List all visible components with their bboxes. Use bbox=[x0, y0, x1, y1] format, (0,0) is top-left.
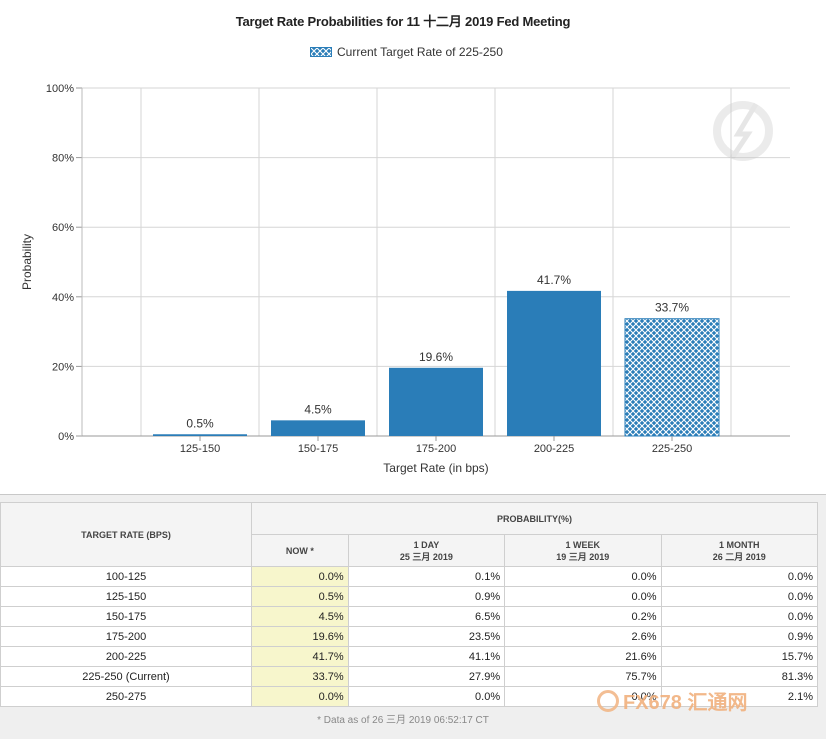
bar-data-label: 41.7% bbox=[537, 273, 571, 287]
one-week-cell: 0.0% bbox=[504, 586, 662, 607]
one-day-cell: 23.5% bbox=[347, 626, 506, 647]
table-row: 200-225 41.7% 41.1% 21.6% 15.7% bbox=[0, 646, 819, 667]
rate-cell: 100-125 bbox=[0, 566, 252, 587]
now-cell: 33.7% bbox=[251, 666, 349, 687]
x-tick-label: 125-150 bbox=[180, 443, 220, 455]
header-probability: PROBABILITY(%) bbox=[251, 502, 818, 535]
y-tick-label: 0% bbox=[58, 431, 74, 443]
rate-cell: 150-175 bbox=[0, 606, 252, 627]
x-tick-label: 225-250 bbox=[652, 443, 692, 455]
header-now: NOW * bbox=[251, 534, 349, 567]
bar-150-175[interactable] bbox=[271, 420, 365, 436]
now-cell: 4.5% bbox=[251, 606, 349, 627]
bar-200-225[interactable] bbox=[507, 290, 601, 436]
rate-cell: 175-200 bbox=[0, 626, 252, 647]
y-tick-label: 60% bbox=[52, 222, 74, 234]
one-month-cell: 0.9% bbox=[660, 626, 819, 647]
data-timestamp-footnote: * Data as of 26 三月 2019 06:52:17 CT bbox=[317, 715, 489, 726]
x-tick-label: 200-225 bbox=[534, 443, 574, 455]
now-cell: 19.6% bbox=[251, 626, 349, 647]
bar-225-250[interactable] bbox=[624, 318, 720, 437]
bar-data-label: 0.5% bbox=[186, 416, 214, 430]
probability-table-panel: TARGET RATE (BPS) PROBABILITY(%) NOW * 1… bbox=[0, 494, 826, 739]
header-1week-date: 19 三月 2019 bbox=[556, 551, 610, 562]
y-axis-title: Probability bbox=[20, 234, 34, 290]
legend-swatch bbox=[310, 47, 332, 57]
chart-title: Target Rate Probabilities for 11 十二月 201… bbox=[235, 14, 571, 29]
legend-label: Current Target Rate of 225-250 bbox=[337, 45, 503, 59]
one-day-cell: 41.1% bbox=[347, 646, 506, 667]
one-month-cell: 0.0% bbox=[660, 606, 819, 627]
rate-cell: 225-250 (Current) bbox=[0, 666, 252, 687]
now-cell: 0.0% bbox=[251, 566, 349, 587]
table-row: 175-200 19.6% 23.5% 2.6% 0.9% bbox=[0, 626, 819, 647]
x-tick-label: 175-200 bbox=[416, 443, 456, 455]
y-tick-label: 80% bbox=[52, 153, 74, 165]
bar-175-200[interactable] bbox=[389, 367, 483, 436]
one-day-cell: 0.9% bbox=[347, 586, 506, 607]
now-cell: 41.7% bbox=[251, 646, 349, 667]
table-row: 225-250 (Current) 33.7% 27.9% 75.7% 81.3% bbox=[0, 666, 819, 687]
header-target-rate: TARGET RATE (BPS) bbox=[0, 502, 252, 567]
one-week-cell: 0.0% bbox=[504, 566, 662, 587]
one-month-cell: 0.0% bbox=[660, 586, 819, 607]
y-tick-label: 20% bbox=[52, 361, 74, 373]
header-1day: 1 DAY 25 三月 2019 bbox=[347, 534, 506, 567]
watermark-q-icon bbox=[713, 101, 773, 161]
header-1month-label: 1 MONTH bbox=[719, 539, 760, 550]
rate-cell: 250-275 bbox=[0, 686, 252, 707]
bar-125-150[interactable] bbox=[153, 434, 247, 436]
header-1month: 1 MONTH 26 二月 2019 bbox=[660, 534, 819, 567]
bar-chart: 0% 20% 40% 60% 80% 100% 0.5% 125-150 4.5% 150-17… bbox=[20, 83, 790, 475]
bar-data-label: 4.5% bbox=[304, 402, 332, 416]
now-cell: 0.0% bbox=[251, 686, 349, 707]
header-1week: 1 WEEK 19 三月 2019 bbox=[504, 534, 662, 567]
y-tick-label: 40% bbox=[52, 292, 74, 304]
table-row: 125-150 0.5% 0.9% 0.0% 0.0% bbox=[0, 586, 819, 607]
watermark-logo: FX678 汇通网 bbox=[597, 686, 747, 715]
one-week-cell: 2.6% bbox=[504, 626, 662, 647]
one-week-cell: 21.6% bbox=[504, 646, 662, 667]
chart-panel: Target Rate Probabilities for 11 十二月 201… bbox=[20, 14, 790, 475]
rate-cell: 125-150 bbox=[0, 586, 252, 607]
one-week-cell: 75.7% bbox=[504, 666, 662, 687]
one-month-cell: 15.7% bbox=[660, 646, 819, 667]
x-axis-title: Target Rate (in bps) bbox=[383, 461, 488, 475]
header-1week-label: 1 WEEK bbox=[565, 539, 601, 550]
table-row: 100-125 0.0% 0.1% 0.0% 0.0% bbox=[0, 566, 819, 587]
rate-cell: 200-225 bbox=[0, 646, 252, 667]
table-row: 150-175 4.5% 6.5% 0.2% 0.0% bbox=[0, 606, 819, 627]
bar-data-label: 19.6% bbox=[419, 350, 453, 364]
one-day-cell: 0.0% bbox=[347, 686, 506, 707]
watermark-text: FX678 汇通网 bbox=[623, 692, 748, 714]
header-1day-label: 1 DAY bbox=[413, 539, 440, 550]
watermark-circle-icon bbox=[597, 689, 619, 712]
one-day-cell: 0.1% bbox=[347, 566, 506, 587]
probability-table: TARGET RATE (BPS) PROBABILITY(%) NOW * 1… bbox=[0, 502, 819, 707]
x-tick-label: 150-175 bbox=[298, 443, 338, 455]
bar-data-label: 33.7% bbox=[655, 301, 689, 315]
one-week-cell: 0.0% bbox=[504, 686, 662, 707]
header-1day-date: 25 三月 2019 bbox=[399, 551, 453, 562]
table-row: 250-275 0.0% 0.0% 0.0% 2.1% bbox=[0, 686, 819, 707]
chart-legend[interactable]: Current Target Rate of 225-250 bbox=[310, 45, 503, 59]
one-month-cell: 2.1% bbox=[660, 686, 819, 707]
one-day-cell: 27.9% bbox=[347, 666, 506, 687]
one-month-cell: 0.0% bbox=[660, 566, 819, 587]
y-tick-label: 100% bbox=[46, 83, 74, 95]
header-1month-date: 26 二月 2019 bbox=[712, 551, 766, 562]
one-month-cell: 81.3% bbox=[660, 666, 819, 687]
now-cell: 0.5% bbox=[251, 586, 349, 607]
one-week-cell: 0.2% bbox=[504, 606, 662, 627]
one-day-cell: 6.5% bbox=[347, 606, 506, 627]
